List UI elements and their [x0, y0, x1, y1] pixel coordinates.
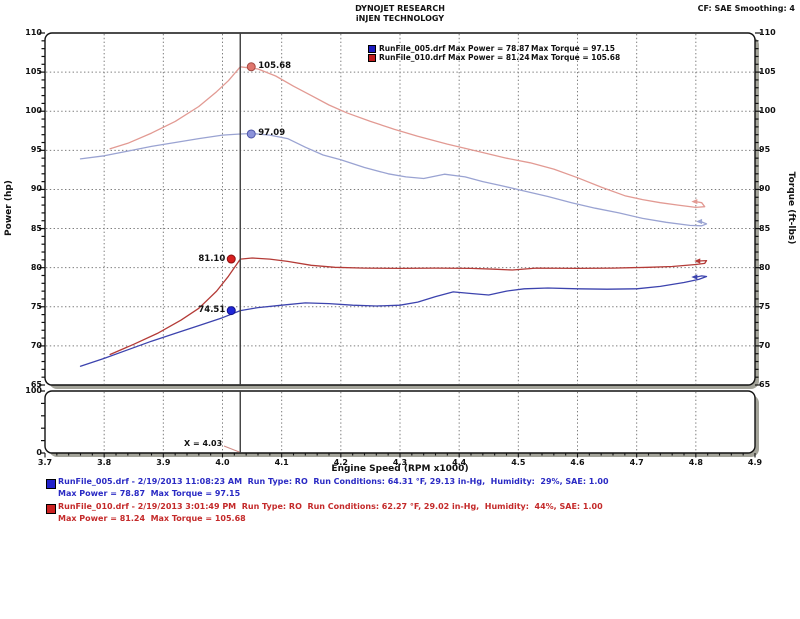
y-axis-tick-label-right: 100: [759, 106, 776, 116]
legend-run005-power: RunFile_005.drf Max Power = 78.87: [379, 44, 530, 53]
correction-smoothing-label: CF: SAE Smoothing: 4: [697, 4, 795, 13]
curve-end-arrow-icon: [691, 198, 698, 205]
legend-row-run005: RunFile_005.drf Max Power = 78.87 Max To…: [368, 44, 620, 53]
x-axis-tick-label: 4.4: [452, 458, 467, 467]
cursor-value-power-blue: 74.51: [198, 305, 226, 316]
cursor-x-label: X = 4.03: [184, 439, 223, 448]
y-axis-tick-label-right: 85: [759, 223, 771, 233]
y-axis-tick-label-left: 80: [30, 262, 42, 272]
legend-run010-torque: Max Torque = 105.68: [531, 53, 621, 62]
run005-max-line: Max Power = 78.87 Max Torque = 97.15: [58, 489, 241, 498]
x-axis-tick-label: 4.3: [392, 458, 408, 467]
run005-info-line: RunFile_005.drf - 2/19/2013 11:08:23 AM …: [58, 477, 609, 486]
y-axis-tick-label-left: 100: [25, 106, 42, 116]
run010-info-line: RunFile_010.drf - 2/19/2013 3:01:49 PM R…: [58, 502, 603, 511]
curve-end-arrow-icon: [696, 218, 703, 225]
run010-max-line: Max Power = 81.24 Max Torque = 105.68: [58, 514, 246, 523]
legend-run010-power: RunFile_010.drf Max Power = 81.24: [379, 53, 530, 62]
y-axis-tick-label-right: 90: [759, 184, 771, 194]
x-axis-tick-label: 4.8: [688, 458, 703, 467]
y-axis-tick-label-left: 75: [30, 301, 42, 311]
x-axis-tick-label: 4.5: [511, 458, 526, 467]
run005-swatch-icon: [46, 479, 56, 489]
legend-swatch-blue-icon: [368, 44, 376, 53]
y-axis-title-torque: Torque (ft-lbs): [786, 171, 796, 245]
y-axis-title-power: Power (hp): [4, 180, 14, 236]
x-axis-tick-label: 4.7: [629, 458, 644, 467]
legend-swatch-red-icon: [368, 53, 376, 62]
dyno-curve: [109, 257, 708, 356]
x-axis-tick-label: 3.9: [156, 458, 171, 467]
y-axis-tick-label-right: 65: [759, 380, 771, 389]
y-axis-tick-label-right: 110: [759, 28, 776, 37]
x-axis-tick-label: 3.7: [37, 458, 53, 467]
y-axis-tick-label-right: 80: [759, 262, 771, 272]
dyno-curve: [79, 275, 708, 367]
y-axis-tick-label-right: 75: [759, 301, 771, 311]
x-axis-tick-label: 4.6: [570, 458, 585, 467]
x-axis-title: Engine Speed (RPM x1000): [331, 464, 469, 474]
cursor-label-pointer: [223, 445, 240, 453]
cursor-marker-dot: [226, 254, 236, 264]
y-axis-tick-label-left: 65: [30, 380, 42, 389]
run010-swatch-icon: [46, 504, 56, 514]
dyno-curve: [109, 66, 706, 209]
lower-panel-y-tick-label: 0: [36, 448, 42, 457]
y-axis-tick-label-right: 95: [759, 145, 771, 155]
x-axis-tick-label: 4.9: [747, 458, 763, 467]
x-axis-tick-label: 4.1: [274, 458, 289, 467]
cursor-value-torque-blue: 97.09: [258, 128, 286, 139]
page-subtitle: iNJEN TECHNOLOGY: [355, 14, 445, 23]
cursor-value-power-red: 81.10: [198, 253, 226, 264]
y-axis-tick-label-left: 85: [30, 223, 42, 233]
x-axis-tick-label: 3.8: [97, 458, 112, 467]
x-axis-tick-label: 4.2: [333, 458, 348, 467]
lower-panel-y-tick-label: 100: [25, 386, 42, 395]
cursor-marker-dot: [246, 62, 256, 72]
y-axis-tick-label-left: 110: [25, 28, 42, 37]
curve-end-arrow-icon: [694, 258, 701, 264]
y-axis-tick-label-right: 70: [759, 340, 771, 350]
cursor-value-torque-red: 105.68: [258, 61, 292, 72]
legend-run005-torque: Max Torque = 97.15: [531, 44, 615, 53]
cursor-marker-dot: [246, 129, 256, 139]
legend-row-run010: RunFile_010.drf Max Power = 81.24 Max To…: [368, 53, 620, 62]
y-axis-tick-label-left: 95: [30, 145, 42, 155]
y-axis-tick-label-left: 105: [25, 67, 42, 77]
cursor-marker-dot: [226, 306, 236, 316]
y-axis-tick-label-right: 105: [759, 67, 776, 77]
y-axis-tick-label-left: 70: [30, 340, 42, 350]
page-title: DYNOJET RESEARCH: [355, 4, 445, 13]
chart-legend: RunFile_005.drf Max Power = 78.87 Max To…: [368, 44, 620, 62]
y-axis-tick-label-left: 90: [30, 184, 42, 194]
dyno-curve: [79, 132, 708, 227]
curve-end-arrow-icon: [691, 274, 698, 280]
x-axis-tick-label: 4.0: [215, 458, 230, 467]
